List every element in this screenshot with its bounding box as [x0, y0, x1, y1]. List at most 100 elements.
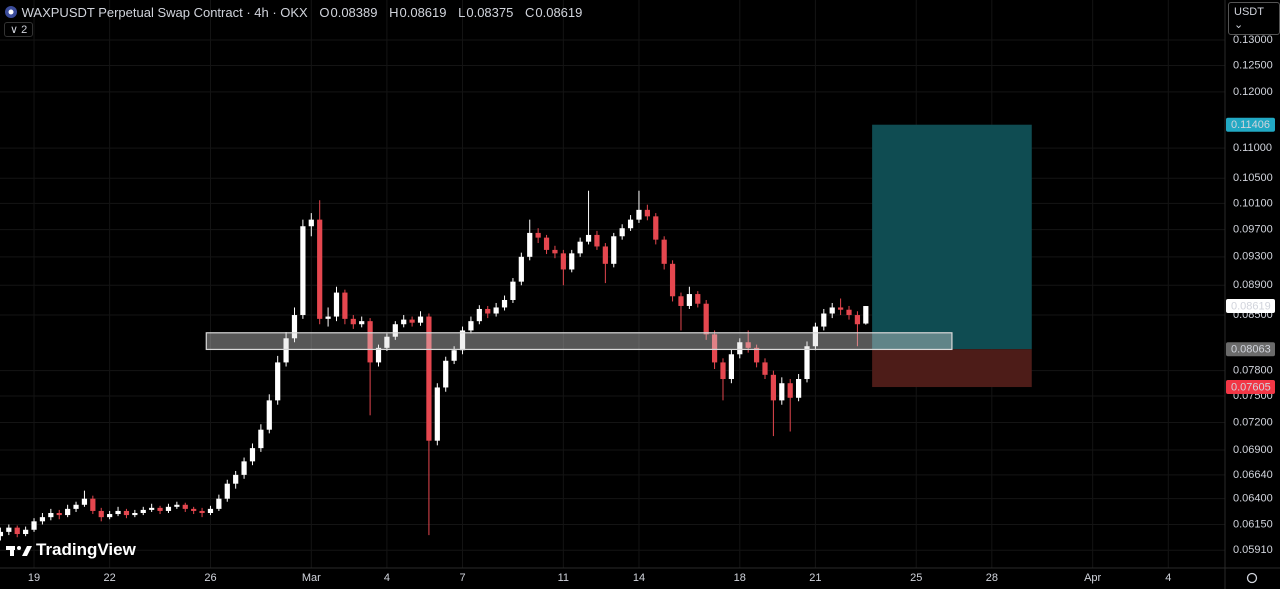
candle-body — [39, 517, 46, 522]
candle-body — [451, 350, 457, 361]
y-tick-label: 0.08900 — [1233, 279, 1273, 291]
candle-body — [577, 241, 583, 254]
x-tick-label: Mar — [302, 572, 321, 584]
brand-icon — [6, 546, 32, 556]
candle-body — [308, 219, 314, 227]
candle-body — [703, 303, 709, 335]
candle-body — [812, 326, 819, 347]
ohlc-value: 0.08375 — [466, 5, 514, 20]
candle-body — [434, 387, 440, 441]
candle-body — [535, 232, 541, 238]
candle-body — [81, 498, 88, 505]
ohlc-key: L — [458, 5, 466, 20]
candle-body — [107, 514, 113, 518]
candle-body — [711, 334, 718, 363]
candle-body — [485, 308, 491, 314]
candle-body — [569, 253, 575, 270]
candle-body — [249, 448, 256, 462]
y-tick-label: 0.09300 — [1233, 251, 1273, 263]
candle-body — [745, 342, 751, 348]
candle-body — [854, 315, 861, 325]
last-price-label: 0.08619 — [1231, 300, 1271, 312]
candle-body — [401, 319, 407, 325]
candle-body — [779, 383, 785, 401]
candle-body — [678, 296, 684, 306]
profit-zone — [872, 124, 1032, 350]
ohlc-value: 0.08389 — [330, 5, 378, 20]
candle-body — [493, 307, 499, 314]
candle-body — [846, 309, 852, 316]
ohlc-value: 0.08619 — [535, 5, 583, 20]
y-tick-label: 0.10100 — [1233, 197, 1273, 209]
indicator-toggle[interactable]: ∨ 2 — [4, 22, 34, 37]
currency-label: USDT — [1234, 6, 1264, 18]
candle-body — [182, 504, 188, 509]
x-tick-label: 22 — [104, 572, 116, 584]
currency-button[interactable]: USDT ⌄ — [1228, 2, 1280, 35]
ohlc-value: 0.08619 — [399, 5, 447, 20]
indicator-count: 2 — [21, 24, 28, 36]
candle-body — [821, 313, 827, 327]
candle-body — [48, 513, 54, 518]
candle-body — [669, 263, 676, 297]
candle-body — [300, 226, 306, 316]
y-tick-label: 0.07800 — [1233, 365, 1273, 377]
candle-body — [342, 292, 348, 319]
candle-body — [149, 507, 155, 510]
candle-body — [518, 256, 524, 282]
candle-body — [384, 336, 390, 348]
candle-body — [829, 307, 835, 314]
x-tick-label: Apr — [1084, 572, 1101, 584]
candle-body — [720, 362, 726, 380]
candle-body — [233, 474, 239, 484]
candle-body — [157, 507, 163, 511]
candle-body — [459, 330, 466, 351]
x-tick-label: 19 — [28, 572, 40, 584]
candle-body — [762, 362, 768, 375]
candle-body — [23, 529, 29, 535]
x-tick-label: 21 — [809, 572, 821, 584]
candle-body — [426, 316, 432, 441]
candle-body — [787, 383, 793, 398]
candle-body — [207, 508, 214, 514]
stop-price-label-box — [1226, 380, 1275, 395]
candle-body — [6, 527, 12, 532]
candle-body — [585, 234, 592, 242]
legend-header: WAXPUSDT Perpetual Swap Contract · 4h · … — [4, 3, 582, 20]
candle-body — [216, 498, 222, 509]
candle-body — [653, 216, 659, 240]
target-price-label: 0.11406 — [1231, 119, 1270, 131]
candle-body — [602, 246, 608, 264]
candle-body — [350, 318, 356, 325]
candle-body — [753, 347, 760, 363]
candle-body — [468, 321, 474, 331]
brand-name: TradingView — [36, 540, 136, 559]
candle-body — [501, 299, 508, 308]
y-tick-label: 0.09700 — [1233, 223, 1273, 235]
y-tick-label: 0.06900 — [1233, 444, 1273, 456]
brand-logo: TradingView — [6, 540, 136, 560]
candle-body — [65, 508, 71, 516]
candle-body — [56, 513, 62, 516]
y-tick-label: 0.11000 — [1233, 142, 1272, 154]
y-tick-label: 0.06150 — [1233, 518, 1273, 530]
candle-body — [510, 281, 516, 300]
support-zone — [205, 332, 953, 351]
candle-body — [863, 306, 869, 324]
candle-body — [804, 346, 810, 380]
stop-price-label: 0.07605 — [1231, 381, 1271, 393]
candle-body — [661, 239, 667, 264]
candle-body — [90, 498, 96, 511]
x-tick-label: 11 — [558, 572, 569, 584]
candle-body — [543, 237, 550, 250]
candle-body — [686, 294, 692, 306]
candle-body — [619, 228, 625, 237]
candle-body — [165, 506, 172, 511]
candle-body — [283, 338, 289, 363]
x-tick-label: 7 — [459, 572, 465, 584]
last-price-label-box — [1226, 299, 1275, 314]
y-tick-label: 0.13000 — [1233, 34, 1273, 46]
candle-body — [737, 342, 743, 355]
